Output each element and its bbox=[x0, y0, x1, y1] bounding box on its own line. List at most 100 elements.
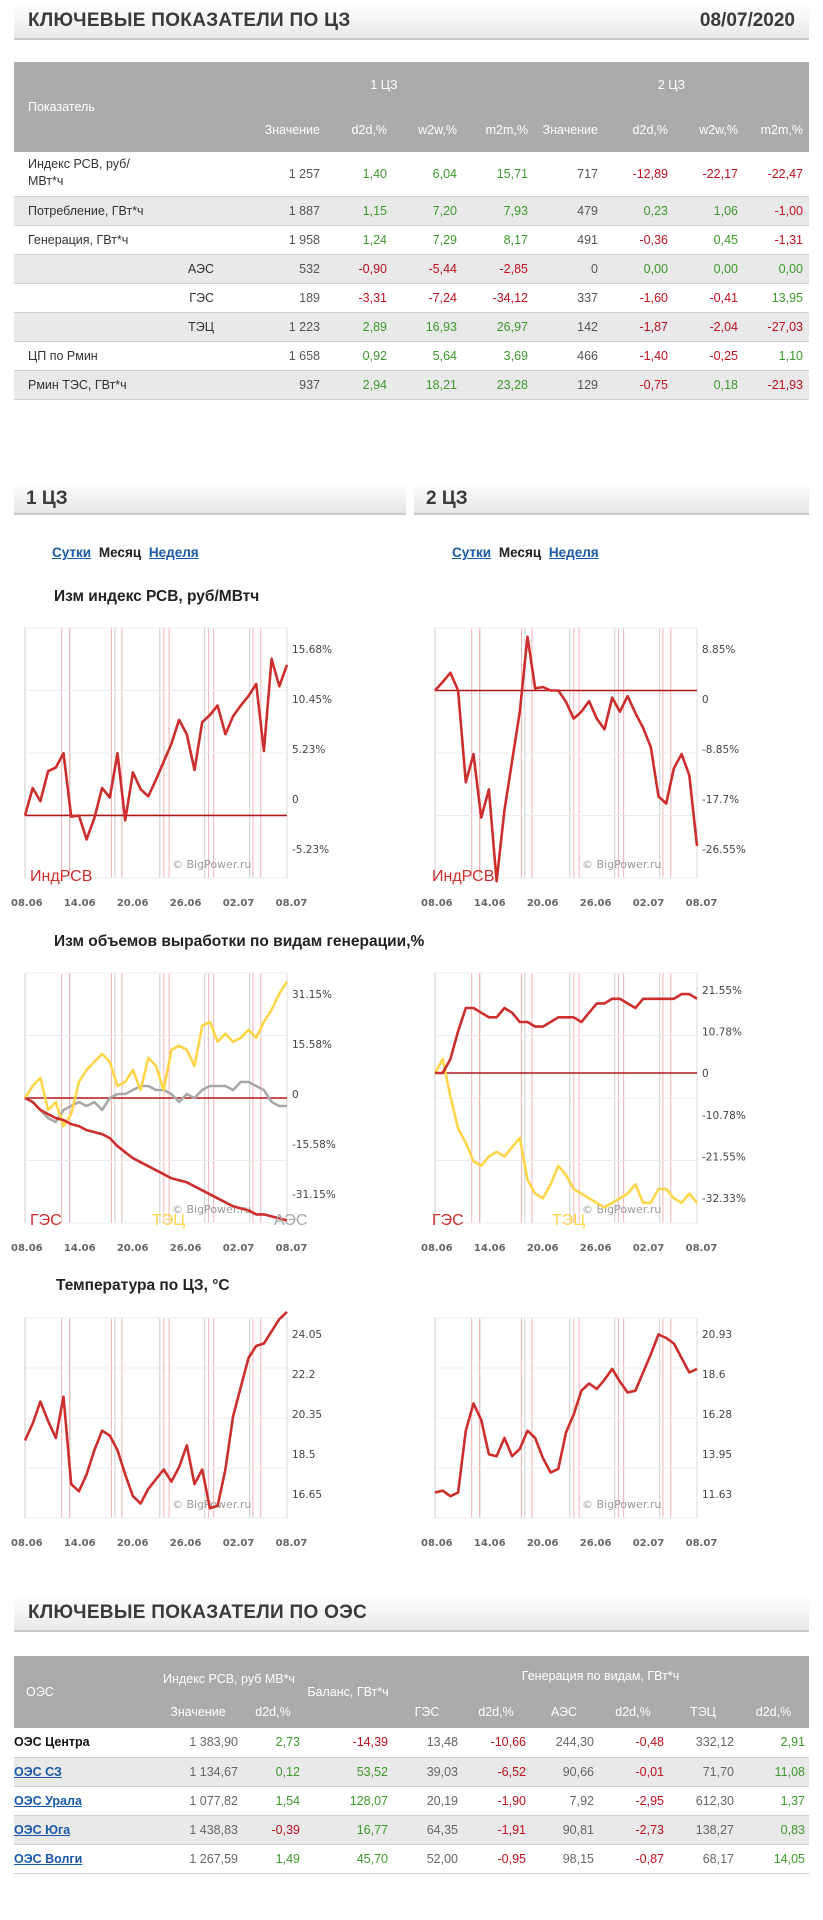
oes-cell: 1,54 bbox=[275, 1793, 300, 1808]
x-tick-label: 26.06 bbox=[170, 1538, 202, 1549]
kpi-row: Индекс РСВ, руб/МВт*ч 1 257 1,40 6,04 15,71 7… bbox=[14, 152, 809, 196]
series-line bbox=[24, 1080, 287, 1124]
kpi-cell: 0,18 bbox=[674, 370, 744, 399]
period-day-link[interactable]: Сутки bbox=[52, 545, 92, 560]
oes-link[interactable]: ОЭС СЗ bbox=[14, 1764, 62, 1779]
kpi-row-label: Потребление, ГВт*ч bbox=[14, 196, 234, 225]
oes-subcol: АЭС bbox=[530, 1696, 598, 1728]
oes-link[interactable]: ОЭС Урала bbox=[14, 1793, 82, 1808]
kpi-cell: -21,93 bbox=[744, 370, 809, 399]
x-tick-label: 02.07 bbox=[223, 1243, 255, 1254]
x-tick-label: 08.07 bbox=[686, 1538, 718, 1549]
kpi-cell: 7,20 bbox=[393, 196, 463, 225]
oes-table: ОЭС Индекс РСВ, руб МВ*ч Баланс, ГВт*ч Г… bbox=[14, 1656, 809, 1874]
series-line bbox=[23, 1310, 288, 1510]
kpi-cell: 2,89 bbox=[326, 312, 393, 341]
y-tick-label: 11.63 bbox=[702, 1489, 732, 1501]
y-tick-label: 5.23% bbox=[292, 744, 325, 756]
oes-cell: 45,70 bbox=[356, 1851, 388, 1866]
y-tick-label: 0 bbox=[702, 1068, 709, 1080]
kpi-row: Генерация, ГВт*ч 1 958 1,24 7,29 8,17 491 -0,3… bbox=[14, 225, 809, 254]
temp-chart-zone2: 20.93 18.6 16.28 13.95 11.63 08.06 14.06 20.06 2… bbox=[421, 1317, 732, 1549]
kpi-cell: 1 257 bbox=[288, 166, 320, 181]
kpi-cell: -1,60 bbox=[639, 290, 669, 305]
legend-item: ИндРСВ bbox=[30, 868, 93, 885]
kpi-row: ЦП по Рмин 1 658 0,92 5,64 3,69 466 -1,40 -0,25… bbox=[14, 341, 809, 370]
kpi-subcol: w2w,% bbox=[674, 108, 744, 152]
kpi-cell: 937 bbox=[234, 370, 326, 399]
period-day-link[interactable]: Сутки bbox=[452, 545, 492, 560]
kpi-cell: 491 bbox=[577, 232, 598, 247]
oes-subcol: d2d,% bbox=[598, 1696, 668, 1728]
x-tick-label: 02.07 bbox=[633, 1243, 665, 1254]
kpi-cell: 23,28 bbox=[463, 370, 534, 399]
zone1-title: 1 ЦЗ bbox=[26, 488, 68, 509]
oes-cell: 68,17 bbox=[702, 1851, 734, 1866]
series-line bbox=[24, 1096, 288, 1222]
zone1-period-switch: Сутки Месяц Неделя bbox=[52, 545, 199, 560]
x-tick-label: 02.07 bbox=[223, 898, 255, 909]
kpi-cell: 0,23 bbox=[604, 196, 674, 225]
x-tick-label: 02.07 bbox=[633, 1538, 665, 1549]
series-line bbox=[434, 1333, 698, 1498]
oes-cell: -0,87 bbox=[635, 1851, 665, 1866]
x-tick-label: 26.06 bbox=[170, 898, 202, 909]
kpi-cell: 1,10 bbox=[778, 348, 803, 363]
period-week-link[interactable]: Неделя bbox=[548, 545, 599, 560]
x-tick-label: 08.07 bbox=[276, 1243, 308, 1254]
x-tick-label: 14.06 bbox=[474, 1538, 506, 1549]
x-tick-label: 08.06 bbox=[11, 898, 43, 909]
oes-link[interactable]: ОЭС Волги bbox=[14, 1851, 83, 1866]
oes-cell: -14,39 bbox=[352, 1735, 388, 1750]
oes-cell: -0,01 bbox=[598, 1757, 668, 1786]
gen-chart-zone2: 21.55% 10.78% 0 -10.78% -21.55% -32.33% 08.06 1… bbox=[421, 972, 746, 1254]
kpi-cell: 15,71 bbox=[496, 166, 528, 181]
kpi-cell: 0,00 bbox=[674, 254, 744, 283]
x-tick-label: 26.06 bbox=[580, 1243, 612, 1254]
kpi-row-label: ГЭС bbox=[189, 290, 214, 305]
kpi-cell: -0,90 bbox=[326, 254, 393, 283]
y-tick-label: 0 bbox=[292, 1089, 299, 1101]
y-tick-label: -15.58% bbox=[292, 1139, 336, 1151]
oes-subcol: d2d,% bbox=[242, 1696, 304, 1728]
oes-cell: -0,48 bbox=[635, 1735, 665, 1750]
kpi-row: Потребление, ГВт*ч 1 887 1,15 7,20 7,93 479 0,… bbox=[14, 196, 809, 225]
kpi-cell: -2,85 bbox=[463, 254, 534, 283]
kpi-cell: -12,89 bbox=[632, 166, 668, 181]
oes-cell: 332,12 bbox=[695, 1735, 734, 1750]
oes-cell: 2,73 bbox=[275, 1735, 300, 1750]
y-tick-label: -31.15% bbox=[292, 1189, 336, 1201]
y-tick-label: -21.55% bbox=[702, 1152, 746, 1164]
x-tick-label: 08.06 bbox=[421, 898, 453, 909]
page-header: КЛЮЧЕВЫЕ ПОКАЗАТЕЛИ ПО ЦЗ 08/07/2020 bbox=[14, 4, 809, 40]
oes-cell: 14,05 bbox=[773, 1851, 805, 1866]
kpi-cell: 1 958 bbox=[288, 232, 320, 247]
x-tick-label: 02.07 bbox=[633, 898, 665, 909]
kpi-cell: -0,41 bbox=[709, 290, 739, 305]
series-line bbox=[434, 635, 699, 883]
oes-subcol: ГЭС bbox=[392, 1696, 462, 1728]
watermark: © BigPower.ru bbox=[582, 1498, 661, 1511]
period-week-link[interactable]: Неделя bbox=[148, 545, 199, 560]
y-tick-label: 18.5 bbox=[292, 1449, 315, 1461]
kpi-cell: -1,87 bbox=[604, 312, 674, 341]
oes-subcol: d2d,% bbox=[462, 1696, 530, 1728]
oes-cell: 1 383,90 bbox=[189, 1735, 238, 1750]
legend-item: ГЭС bbox=[432, 1212, 464, 1229]
kpi-cell: 1,06 bbox=[674, 196, 744, 225]
kpi-cell: -1,00 bbox=[744, 196, 809, 225]
col-oes: ОЭС bbox=[14, 1656, 154, 1728]
kpi-cell: 0,45 bbox=[713, 232, 738, 247]
watermark: © BigPower.ru bbox=[582, 1203, 661, 1216]
watermark: © BigPower.ru bbox=[172, 858, 251, 871]
oes-link[interactable]: ОЭС Юга bbox=[14, 1822, 71, 1837]
y-tick-label: -8.85% bbox=[702, 744, 739, 756]
oes-cell: -2,73 bbox=[598, 1815, 668, 1844]
oes-cell: 53,52 bbox=[304, 1757, 392, 1786]
kpi-subcol: m2m,% bbox=[744, 108, 809, 152]
y-tick-label: 0 bbox=[292, 794, 299, 806]
oes-section-header: КЛЮЧЕВЫЕ ПОКАЗАТЕЛИ ПО ОЭС bbox=[14, 1596, 809, 1632]
x-tick-label: 14.06 bbox=[64, 898, 96, 909]
kpi-cell: -22,17 bbox=[702, 166, 738, 181]
kpi-cell: -0,25 bbox=[709, 348, 739, 363]
